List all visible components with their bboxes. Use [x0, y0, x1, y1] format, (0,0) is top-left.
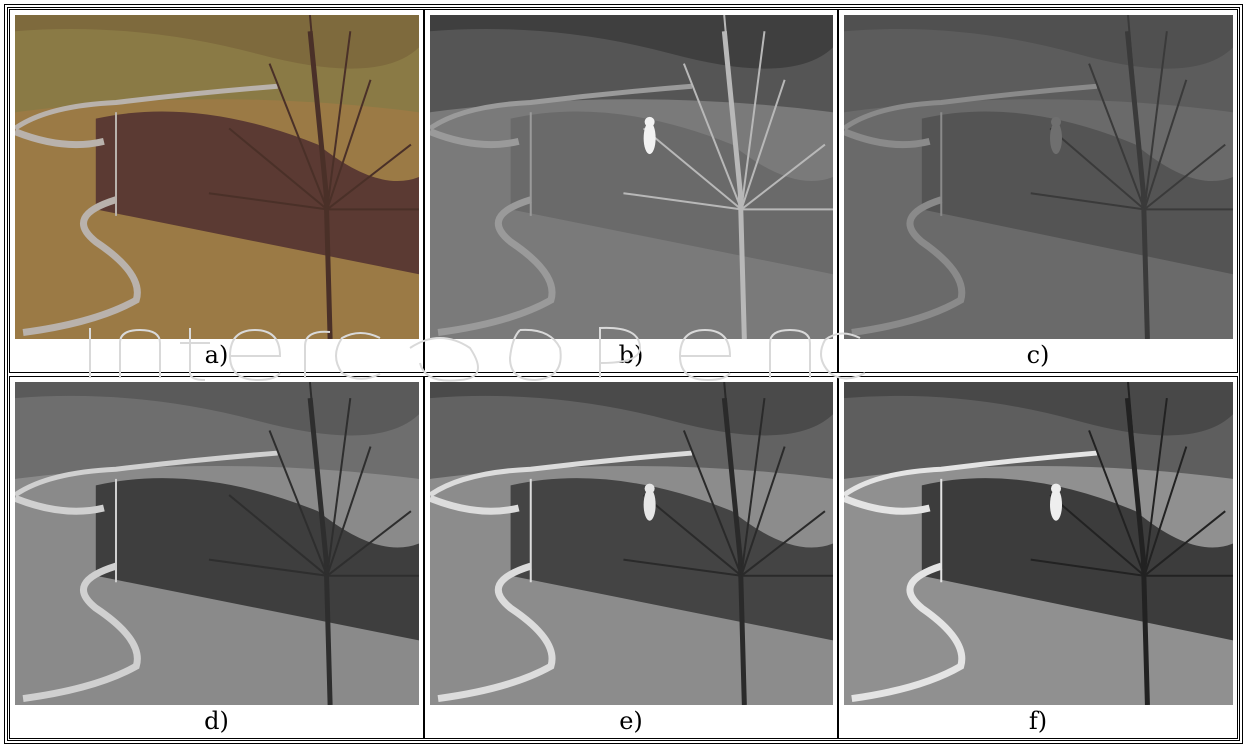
- panel-f: f): [838, 376, 1238, 739]
- panel-c: c): [838, 9, 1238, 373]
- photo-c-gray-scene: [844, 15, 1233, 339]
- caption-d: d): [204, 707, 229, 735]
- photo-e-fused-scene: [430, 382, 833, 705]
- caption-c: c): [1026, 341, 1050, 369]
- photo-f-fused-sharp-scene: [844, 382, 1233, 705]
- caption-f: f): [1028, 707, 1048, 735]
- caption-b: b): [618, 341, 644, 369]
- figure-frame: [4, 4, 1243, 744]
- photo-d-visible-gray-scene: [15, 382, 419, 705]
- photo-b-thermal-scene: [430, 15, 833, 339]
- panel-b: b): [424, 9, 838, 373]
- photo-a-color-scene: [15, 15, 419, 339]
- panel-a: a): [9, 9, 424, 373]
- caption-e: e): [619, 707, 643, 735]
- caption-a: a): [204, 341, 229, 369]
- panel-e: e): [424, 376, 838, 739]
- panel-d: d): [9, 376, 424, 739]
